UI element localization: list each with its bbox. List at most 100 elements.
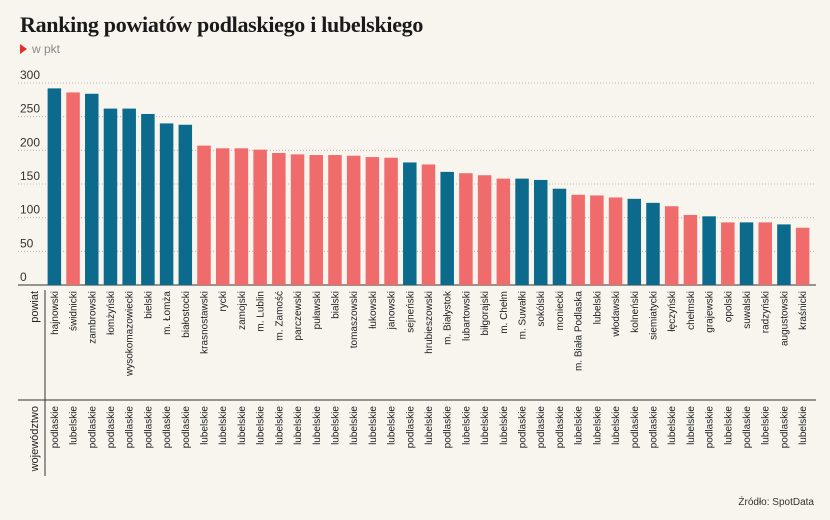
- category-label: kolneński: [630, 291, 641, 333]
- category-label: radzyński: [761, 291, 772, 333]
- category-label: m. Zamość: [274, 291, 285, 340]
- category-label: bialski: [330, 291, 341, 319]
- y-tick-label: 150: [20, 169, 40, 183]
- group-label: lubelskie: [330, 406, 341, 445]
- group-label: lubelskie: [218, 406, 229, 445]
- group-label: podlaskie: [648, 406, 659, 449]
- group-label: lubelskie: [592, 406, 603, 445]
- category-label: zamojski: [237, 291, 248, 330]
- bar: [664, 206, 679, 285]
- group-label: lubelskie: [686, 406, 697, 445]
- category-label: m. Suwałki: [518, 291, 529, 339]
- chart-title: Ranking powiatów podlaskiego i lubelskie…: [20, 12, 424, 37]
- category-label: m. Lublin: [256, 291, 267, 332]
- y-tick-label: 300: [20, 68, 40, 82]
- category-label: moniecki: [555, 291, 566, 330]
- y-tick-label: 250: [20, 102, 40, 116]
- category-label: m. Białystok: [443, 290, 454, 345]
- bar: [365, 157, 380, 285]
- bar: [328, 155, 342, 285]
- group-label: lubelskie: [499, 406, 510, 445]
- group-label: podlaskie: [779, 406, 790, 449]
- bar: [496, 178, 511, 285]
- group-label: podlaskie: [162, 406, 173, 449]
- group-label: podlaskie: [143, 406, 154, 449]
- y-tick-label: 50: [20, 236, 34, 250]
- row-labels: powiat województwo: [18, 290, 816, 476]
- group-label: lubelskie: [424, 406, 435, 445]
- bar: [103, 108, 118, 285]
- row-label-category: powiat: [29, 291, 41, 323]
- group-labels: podlaskie lubelskie podlaskie podlaskie podl…: [50, 406, 809, 449]
- category-label: suwalski: [742, 291, 753, 329]
- category-label: biłgorajski: [480, 291, 491, 335]
- category-label: lubartowski: [461, 291, 472, 341]
- group-label: podlaskie: [742, 406, 753, 449]
- bar: [272, 153, 286, 285]
- category-label: m. Chełm: [499, 291, 510, 334]
- bar: [346, 155, 361, 285]
- category-label: krasnostawski: [200, 291, 211, 354]
- row-label-group: województwo: [29, 406, 41, 472]
- group-label: podlaskie: [705, 406, 716, 449]
- bar: [646, 202, 660, 285]
- group-label: lubelskie: [387, 406, 398, 445]
- bar: [309, 155, 324, 285]
- category-label: hajnowski: [50, 291, 61, 335]
- group-label: podlaskie: [87, 406, 98, 449]
- category-label: puławski: [312, 291, 323, 329]
- category-label: wysokomazowiecki: [125, 291, 136, 377]
- group-label: podlaskie: [181, 406, 192, 449]
- group-label: lubelskie: [461, 406, 472, 445]
- category-label: świdnicki: [69, 291, 80, 331]
- category-label: chełmski: [686, 291, 697, 330]
- group-label: podlaskie: [405, 406, 416, 449]
- category-label: hrubieszowski: [424, 291, 435, 354]
- group-label: lubelskie: [293, 406, 304, 445]
- chart-subtitle: w pkt: [20, 42, 60, 56]
- bar: [215, 148, 230, 285]
- bar: [440, 171, 454, 285]
- source-note: Źródło: SpotData: [738, 497, 814, 508]
- category-label: zambrowski: [87, 291, 98, 344]
- category-label: m. Łomża: [162, 291, 173, 335]
- bar: [197, 145, 211, 285]
- y-tick-label: 100: [20, 203, 40, 217]
- group-label: lubelskie: [574, 406, 585, 445]
- y-tick-label: 0: [20, 270, 27, 284]
- category-label: rycki: [218, 291, 229, 312]
- bar: [384, 157, 398, 285]
- bar: [403, 162, 417, 285]
- category-label: augustowski: [779, 291, 790, 346]
- category-label: kraśnicki: [798, 291, 809, 330]
- bar: [683, 214, 698, 285]
- category-label: łęczyński: [667, 291, 678, 332]
- group-label: lubelskie: [611, 406, 622, 445]
- y-tick-label: 200: [20, 135, 40, 149]
- group-label: lubelskie: [349, 406, 360, 445]
- bar: [627, 198, 642, 285]
- bar: [290, 154, 305, 285]
- bar: [721, 222, 735, 285]
- category-label: włodawski: [611, 291, 622, 338]
- group-label: lubelskie: [256, 406, 267, 445]
- bar: [66, 92, 80, 285]
- category-label: sejneński: [405, 291, 416, 333]
- category-label: janowski: [387, 291, 398, 330]
- group-label: lubelskie: [368, 406, 379, 445]
- bar: [159, 123, 174, 286]
- bar: [178, 124, 193, 285]
- bar: [758, 222, 772, 285]
- group-label: lubelskie: [69, 406, 80, 445]
- bar: [477, 175, 492, 285]
- category-label: siemiatycki: [648, 291, 659, 340]
- bar: [47, 88, 62, 286]
- group-label: podlaskie: [125, 406, 136, 449]
- group-label: lubelskie: [798, 406, 809, 445]
- bar: [571, 194, 585, 285]
- category-label: lubelski: [592, 291, 603, 324]
- group-label: lubelskie: [761, 406, 772, 445]
- bar: [253, 149, 267, 285]
- bar: [777, 224, 791, 285]
